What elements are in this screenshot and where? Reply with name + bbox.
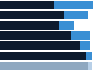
- Bar: [88, 62, 92, 70]
- Bar: [54, 1, 93, 9]
- Bar: [0, 1, 54, 9]
- Bar: [64, 11, 88, 19]
- Bar: [0, 62, 88, 70]
- Bar: [0, 41, 80, 50]
- Bar: [59, 21, 74, 30]
- Bar: [0, 11, 64, 19]
- Bar: [86, 52, 92, 60]
- Bar: [80, 41, 90, 50]
- Bar: [0, 31, 71, 40]
- Bar: [0, 21, 59, 30]
- Bar: [0, 52, 86, 60]
- Bar: [71, 31, 90, 40]
